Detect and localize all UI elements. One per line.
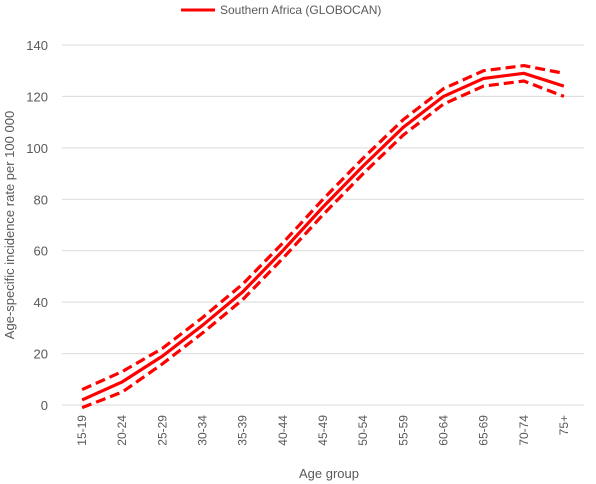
x-tick-label: 35-39 <box>236 415 250 446</box>
series-line-lower-bound <box>81 79 565 410</box>
x-tick-label: 70-74 <box>517 415 531 446</box>
y-tick-label: 60 <box>34 244 48 259</box>
y-axis-ticks: 0 20 40 60 80 100 120 140 <box>26 38 48 413</box>
x-tick-label: 55-59 <box>396 415 410 446</box>
x-tick-label: 75+ <box>557 415 571 435</box>
y-tick-label: 120 <box>26 89 48 104</box>
y-tick-label: 20 <box>34 347 48 362</box>
x-tick-label: 50-54 <box>356 415 370 446</box>
legend-label: Southern Africa (GLOBOCAN) <box>220 3 381 17</box>
gridlines <box>62 44 584 355</box>
y-tick-label: 40 <box>34 295 48 310</box>
y-axis-title: Age-specific incidence rate per 100 000 <box>2 111 17 339</box>
x-tick-label: 20-24 <box>115 415 129 446</box>
y-tick-label: 140 <box>26 38 48 53</box>
x-tick-label: 25-29 <box>155 415 169 446</box>
legend: Southern Africa (GLOBOCAN) <box>181 3 381 17</box>
x-axis-ticks: 15-19 20-24 25-29 30-34 35-39 40-44 45-49 50-54… <box>75 415 571 446</box>
x-tick-label: 45-49 <box>316 415 330 446</box>
y-tick-label: 80 <box>34 192 48 207</box>
x-tick-label: 30-34 <box>196 415 210 446</box>
x-tick-label: 40-44 <box>276 415 290 446</box>
series-line-estimate <box>81 71 565 402</box>
x-tick-label: 15-19 <box>75 415 89 446</box>
x-tick-label: 65-69 <box>477 415 491 446</box>
y-tick-label: 0 <box>41 398 48 413</box>
series-line-upper-bound <box>81 63 565 392</box>
x-axis-title: Age group <box>299 466 359 481</box>
series-lines <box>81 63 565 410</box>
y-tick-label: 100 <box>26 141 48 156</box>
x-tick-label: 60-64 <box>436 415 450 446</box>
